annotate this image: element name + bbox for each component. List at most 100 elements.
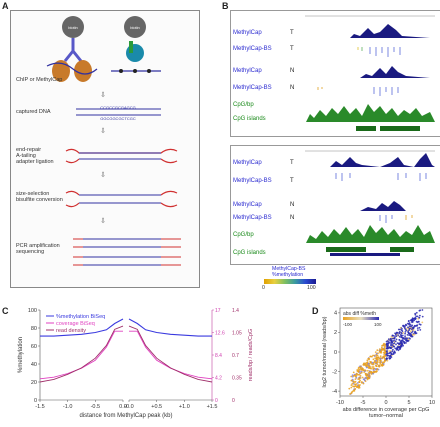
scatter-point — [383, 344, 385, 347]
track-label: MethylCap-BS — [233, 215, 272, 221]
scatter-point — [394, 336, 396, 338]
scatter-point — [372, 361, 375, 364]
scatter-point — [399, 328, 401, 331]
scatter-point — [368, 367, 371, 369]
scatter-point — [395, 348, 398, 351]
scatter-point — [357, 373, 360, 376]
track-label: CpG islands — [233, 116, 266, 122]
scatter-point — [398, 348, 401, 351]
scatter-point — [411, 321, 413, 324]
scatter-point — [365, 366, 368, 369]
step-sizesel-label-1: size-selection — [16, 191, 49, 197]
biotin-right-icon — [124, 16, 146, 38]
scatter-point — [381, 361, 384, 364]
scatter-point — [351, 390, 354, 393]
scatter-point — [372, 366, 375, 368]
track-label: CpG/bp — [233, 102, 254, 108]
x-tick-label: -1.0 — [63, 404, 72, 410]
series-line — [129, 330, 213, 380]
scatter-point — [404, 332, 406, 335]
scatter-point — [421, 309, 424, 311]
scatter-point — [392, 345, 395, 348]
scatter-point — [376, 370, 378, 373]
svg-text:⇩: ⇩ — [100, 91, 106, 99]
track-label: MethylCap — [233, 202, 262, 208]
scatter-point — [386, 347, 388, 350]
scatter-point — [405, 329, 408, 332]
svg-text:⇩: ⇩ — [100, 127, 106, 135]
scatter-point — [370, 367, 372, 370]
scatter-point — [388, 350, 391, 352]
y-tick-label: 0 — [34, 398, 37, 404]
series-line — [40, 318, 124, 337]
legend-label: read density — [56, 328, 86, 334]
y2-tick-label: 17 — [215, 308, 221, 314]
scatter-point — [403, 342, 406, 344]
track-peak — [310, 153, 435, 167]
scatter-point — [372, 370, 375, 373]
scatter-point — [407, 338, 410, 341]
scatter-point — [394, 332, 396, 335]
track-bs-bars — [379, 215, 413, 223]
track-tag: T — [290, 178, 294, 184]
scatter-point — [364, 377, 367, 379]
y-tick-label: 60 — [31, 344, 37, 350]
x-tick-label: -0.0 — [124, 404, 133, 410]
scatter-point — [413, 333, 416, 336]
y-tick-label: -2 — [332, 369, 337, 375]
x-tick-label: +1.5 — [207, 404, 218, 410]
scatter-point — [408, 328, 411, 330]
scatter-point — [376, 363, 379, 366]
nucleosome-icon — [74, 60, 92, 82]
scatter-point — [359, 366, 362, 369]
track-label: CpG/bp — [233, 232, 254, 238]
step-pcr-label-2: sequencing — [16, 249, 44, 255]
y-tick-label: -4 — [332, 389, 337, 395]
track-bs-bars — [335, 173, 427, 181]
chart-d: -10 -5 0 5 10 -4 -2 0 2 4 abs difference in covera… — [322, 307, 435, 419]
x-axis-label: distance from MethylCap peak (kb) — [79, 413, 172, 419]
y-tick-label: 40 — [31, 362, 37, 368]
colorbar-title-1: MethylCap-BS — [272, 266, 306, 272]
scatter-point — [366, 359, 369, 362]
y-axis-label: log2 tumor/normal (reads/bp) — [322, 316, 328, 387]
x-axis-label-2: tumor–normal — [369, 413, 403, 419]
scatter-point — [391, 344, 393, 346]
scatter-point — [390, 341, 393, 343]
scatter-point — [400, 332, 403, 334]
scatter-point — [409, 334, 412, 336]
scatter-point — [356, 370, 359, 372]
scatter-point — [375, 354, 378, 357]
scatter-point — [404, 338, 406, 340]
scatter-point — [372, 367, 374, 370]
scatter-point — [386, 351, 388, 354]
scatter-point — [356, 386, 358, 389]
x-tick-label: -0.5 — [91, 404, 100, 410]
scatter-point — [350, 392, 353, 394]
legend-label: coverage BiSeq — [56, 321, 95, 327]
scatter-point — [357, 387, 360, 389]
y2-tick-label: 4.2 — [215, 375, 222, 381]
scatter-point — [401, 330, 404, 333]
track-label: MethylCap-BS — [233, 178, 272, 184]
step-chip-label: ChIP or MethylCap — [16, 77, 62, 83]
scatter-point — [374, 361, 377, 364]
step-sizesel-label-2: bisulfite conversion — [16, 197, 63, 203]
step-endrepair-label-1: end-repair — [16, 147, 41, 153]
panel-letter-a: A — [2, 1, 9, 11]
scatter-point — [416, 324, 419, 326]
x-tick-label: +1.0 — [179, 404, 190, 410]
biotin-left-icon — [62, 16, 84, 38]
scatter-point — [375, 365, 378, 368]
scatter-point — [363, 364, 365, 366]
scatter-point — [415, 311, 418, 314]
step-captured-label: captured DNA — [16, 109, 51, 115]
x-tick-label: -1.5 — [35, 404, 44, 410]
scatter-point — [348, 387, 351, 390]
scatter-point — [376, 368, 379, 371]
scatter-point — [350, 375, 353, 378]
scatter-point — [374, 351, 377, 353]
scatter-point — [357, 384, 360, 386]
scatter-point — [394, 340, 397, 343]
step-endrepair-label-2: A-tailing — [16, 153, 36, 159]
